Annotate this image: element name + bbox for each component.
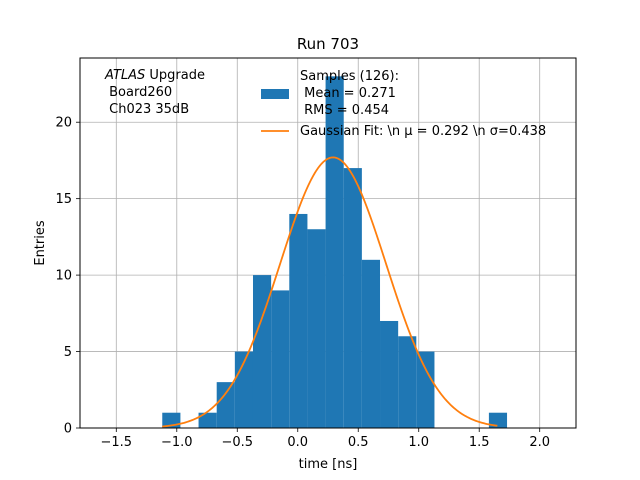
atlas-annotation-rest: Upgrade — [145, 68, 205, 83]
x-tick-label: 0.0 — [287, 435, 308, 450]
legend: Samples (126): Mean = 0.271 RMS = 0.454 … — [261, 69, 546, 139]
y-tick-label: 5 — [64, 345, 72, 360]
histogram-bar — [271, 290, 290, 428]
atlas-annotation-line-3: Ch023 35dB — [105, 102, 189, 117]
histogram-bar — [416, 351, 435, 428]
y-tick-label: 15 — [55, 192, 72, 207]
histogram-bar — [325, 76, 344, 428]
histogram-bar — [198, 412, 217, 428]
atlas-annotation-line-1: ATLAS Upgrade — [104, 68, 205, 83]
histogram-bar — [488, 412, 508, 428]
gaussian-fit-curve — [162, 156, 498, 428]
y-tick-label: 0 — [64, 422, 72, 437]
histogram-bar — [398, 336, 417, 428]
legend-hist-label-line-3: RMS = 0.454 — [300, 103, 389, 118]
y-tick-label: 20 — [55, 116, 72, 131]
legend-hist-swatch — [261, 89, 289, 99]
x-tick-label: −1.5 — [101, 435, 133, 450]
legend-hist-label-line-2: Mean = 0.271 — [300, 86, 396, 101]
y-tick-label: 10 — [55, 269, 72, 284]
legend-hist-label-line-1: Samples (126): — [300, 69, 399, 84]
histogram-bar — [307, 229, 326, 428]
x-tick-label: 0.5 — [348, 435, 369, 450]
x-tick-label: 2.0 — [529, 435, 550, 450]
histogram-bar — [361, 259, 381, 428]
x-tick-label: −1.0 — [161, 435, 193, 450]
plot-frame — [79, 57, 577, 429]
histogram-bar — [343, 168, 362, 428]
histogram-bars — [162, 76, 508, 428]
gaussian-fit — [162, 156, 498, 428]
x-tick-label: 1.5 — [469, 435, 490, 450]
x-axis-ticks: −1.5 −1.0 −0.5 0.0 0.5 1.0 1.5 2.0 — [101, 428, 550, 450]
atlas-annotation-italic: ATLAS — [104, 68, 145, 83]
y-axis-label: Entries — [33, 220, 48, 266]
legend-fit-label: Gaussian Fit: \n μ = 0.292 \n σ=0.438 — [300, 124, 546, 139]
atlas-annotation-line-2: Board260 — [105, 85, 172, 100]
x-tick-label: 1.0 — [408, 435, 429, 450]
y-axis-ticks: 0 5 10 15 20 — [55, 116, 80, 437]
x-axis-label: time [ns] — [299, 457, 358, 472]
histogram-bar — [380, 320, 399, 428]
chart-title: Run 703 — [297, 35, 359, 53]
histogram-bar — [216, 382, 235, 428]
histogram-bar — [289, 213, 308, 428]
x-tick-label: −0.5 — [221, 435, 253, 450]
histogram-bar — [252, 275, 272, 428]
